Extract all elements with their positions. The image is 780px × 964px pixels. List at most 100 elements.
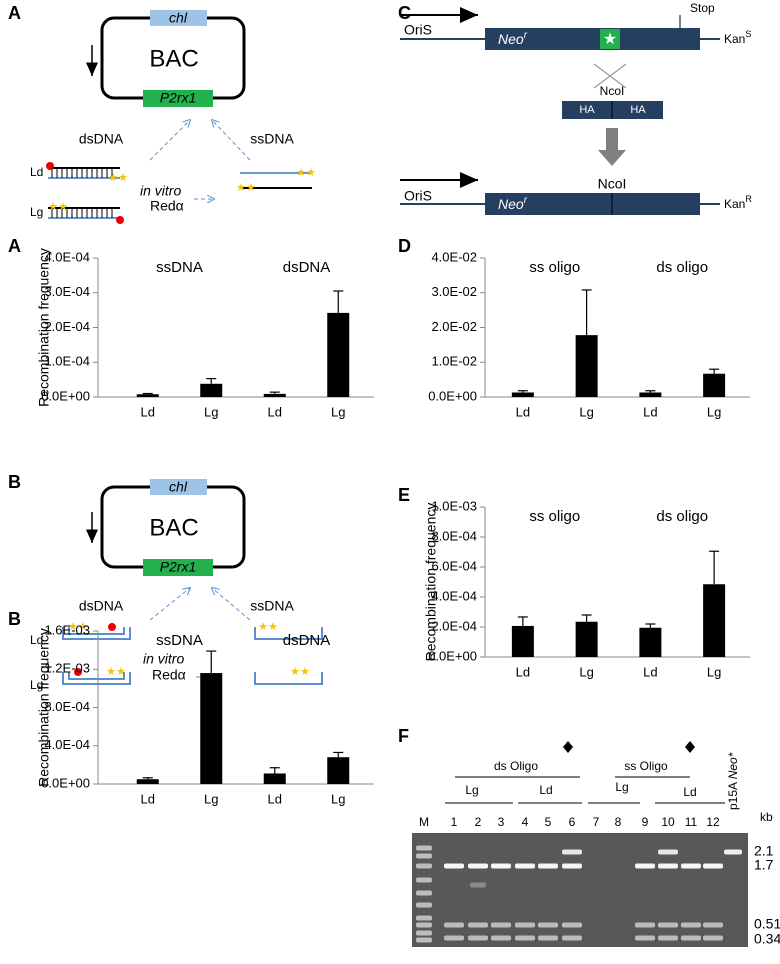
gel-band <box>470 882 486 888</box>
gel-band <box>681 935 701 941</box>
size-label: 1.7 <box>754 857 774 873</box>
arrow <box>598 128 626 166</box>
x-tick-label: Lg <box>707 404 721 419</box>
gel-band <box>491 922 511 928</box>
gel-band <box>635 935 655 941</box>
arrow <box>212 120 251 161</box>
arm: HA <box>579 104 595 116</box>
gel-band <box>658 922 678 928</box>
gel-band <box>635 922 655 928</box>
row-label: Ld <box>30 165 43 179</box>
panel-label: F <box>398 726 409 746</box>
gel-band <box>538 922 558 928</box>
lane-label: 12 <box>706 815 720 829</box>
y-tick-label: 6.0E-04 <box>431 558 477 573</box>
gel-band <box>562 863 582 869</box>
y-tick-label: 1.2E-03 <box>44 661 90 676</box>
bar <box>327 757 350 784</box>
row-label: Lg <box>30 205 43 219</box>
diagram-a: A chl P2rx1 BAC dsDNA ssDNA Ld Lg ★★ ★★ … <box>8 3 316 224</box>
gene-label: chl <box>169 479 188 495</box>
star: ★★ <box>108 172 128 184</box>
x-tick-label: Lg <box>331 404 345 419</box>
gel-band <box>703 922 723 928</box>
x-tick-label: Ld <box>516 664 530 679</box>
gene-box <box>143 559 213 576</box>
group-label: ss Oligo <box>624 759 668 773</box>
dot <box>116 216 124 224</box>
gene-box <box>485 193 700 215</box>
group-label: ss oligo <box>529 259 580 276</box>
y-tick-label: 0.0E+00 <box>41 388 90 403</box>
site: NcoI <box>598 176 627 192</box>
y-axis-label: Recombination frequency <box>36 248 52 407</box>
size-label: 0.34 <box>754 931 780 947</box>
y-tick-label: 4.0E-04 <box>44 249 90 264</box>
panel-label: B <box>8 472 21 492</box>
lane-label: 5 <box>545 815 552 829</box>
group-label: dsDNA <box>283 632 331 649</box>
panel-label: B <box>8 609 21 629</box>
x-tick-label: Ld <box>268 404 282 419</box>
subgroup: Ld <box>683 785 696 799</box>
star: ★★ <box>236 182 256 194</box>
size-label: 2.1 <box>754 843 774 859</box>
gel-band <box>416 937 432 943</box>
gel-band <box>658 863 678 869</box>
bar <box>703 373 726 397</box>
x-tick-label: Lg <box>579 664 593 679</box>
x-tick-label: Ld <box>516 404 530 419</box>
y-tick-label: 8.0E-04 <box>44 699 90 714</box>
x-tick-label: Lg <box>204 791 218 806</box>
diagram-b: B chl P2rx1 BAC dsDNA ssDNA Ld Lg ★★ ★★ … <box>8 472 323 692</box>
x-tick-label: Ld <box>141 791 155 806</box>
method: in vitro <box>140 183 181 199</box>
group-label: ds oligo <box>656 259 708 276</box>
star: ★★ <box>290 666 310 678</box>
gel-band <box>538 863 558 869</box>
panel-label: D <box>398 236 411 256</box>
marker-sup: S <box>745 29 751 39</box>
x-tick-label: Lg <box>331 791 345 806</box>
bar <box>639 627 662 657</box>
gel-band <box>515 935 535 941</box>
gene-box <box>150 479 207 495</box>
gene-sup: r <box>524 30 528 41</box>
bar <box>511 392 534 397</box>
dot <box>108 623 116 631</box>
star: ★★ <box>296 167 316 179</box>
gel-f: F ds Oligo ss Oligo Lg Ld Lg Ld p15A Neo… <box>398 726 780 947</box>
gene-label: chl <box>169 10 188 26</box>
gel-band <box>416 930 432 936</box>
y-tick-label: 0.0E+00 <box>41 775 90 790</box>
y-axis-label: Recombination frequency <box>36 628 52 787</box>
control-gene: Neo* <box>726 752 740 779</box>
marker: KanR <box>724 194 752 211</box>
panel-label: A <box>8 3 21 23</box>
bar <box>263 393 286 397</box>
enzyme: Redα <box>152 667 186 683</box>
y-tick-label: 3.0E-02 <box>431 284 477 299</box>
bar-chart-d: D 0.0E+00 1.0E-02 2.0E-02 3.0E-02 4.0E-02 Ld Lg… <box>398 236 750 419</box>
row-label: Ld <box>30 633 43 647</box>
subgroup: Ld <box>539 783 552 797</box>
group-label: ssDNA <box>156 632 203 649</box>
control: p15A <box>726 782 740 810</box>
lane-label: 7 <box>593 815 600 829</box>
lane-label: 8 <box>615 815 622 829</box>
arrow <box>212 588 251 621</box>
x-tick-label: Lg <box>579 404 593 419</box>
star: ★★ <box>48 201 68 213</box>
bar <box>511 625 534 657</box>
origin: OriS <box>404 22 432 38</box>
arrow <box>149 120 190 161</box>
unit: kb <box>760 810 773 824</box>
mutation <box>600 29 620 49</box>
gel-band <box>658 849 678 855</box>
dsdna <box>48 167 120 219</box>
x-tick-label: Ld <box>268 791 282 806</box>
lane-label: 2 <box>475 815 482 829</box>
gel-band <box>444 863 464 869</box>
gel-band <box>681 922 701 928</box>
gel-band <box>515 922 535 928</box>
